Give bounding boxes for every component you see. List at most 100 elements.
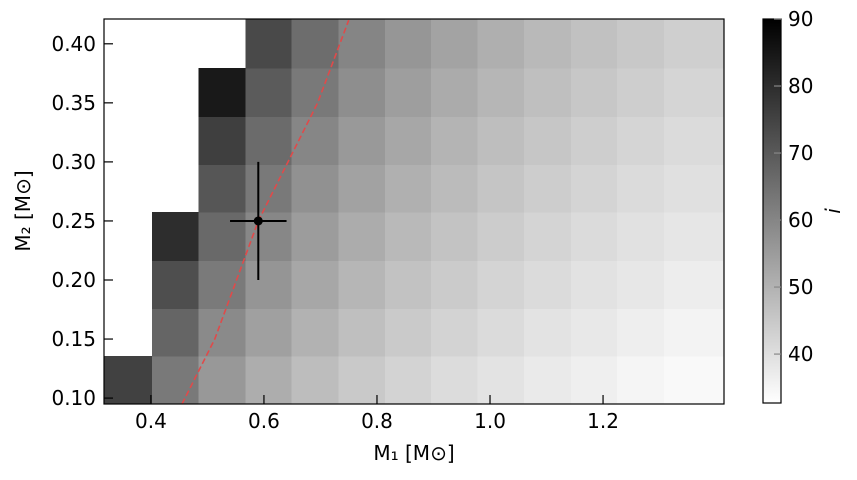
heatmap-cell [384,308,432,357]
colorbar [762,18,782,404]
heatmap-cell [617,356,665,405]
heatmap-cell [338,116,386,165]
heatmap-cell [570,68,618,117]
heatmap-cell [338,356,386,405]
heatmap-cell [570,356,618,405]
heatmap-cell [570,260,618,309]
y-tick-label: 0.40 [51,32,96,56]
heatmap-cell [338,19,386,69]
heatmap-cell [570,308,618,357]
heatmap-cell [570,164,618,213]
heatmap-cell [245,116,293,165]
heatmap-cell [198,260,246,309]
y-tick-label: 0.20 [51,268,96,292]
heatmap-cell [617,164,665,213]
heatmap-cell [524,212,572,262]
heatmap-cell [431,356,479,405]
y-axis-label: M₂ [M⊙] [11,170,35,251]
heatmap-cell [338,68,386,117]
plot-frame [103,18,725,405]
heatmap-cell [291,308,339,357]
heatmap-cell [198,212,246,262]
heatmap-cell [291,68,339,117]
heatmap-cell [617,308,665,357]
heatmap-cell [198,164,246,213]
y-tick-label: 0.35 [51,91,96,115]
heatmap-cell [152,212,200,262]
heatmap-cell [663,260,725,309]
x-tick-label: 1.2 [587,409,619,433]
heatmap-cell [338,260,386,309]
heatmap-cell [384,356,432,405]
heatmap-cell [104,356,153,405]
heatmap-cell [245,356,293,405]
heatmap-cell [477,116,525,165]
heatmap-cell [663,116,725,165]
heatmap-cell [431,212,479,262]
heatmap-cell [198,116,246,165]
heatmap-cell [291,356,339,405]
heatmap-cell [663,164,725,213]
heatmap-cell [663,308,725,357]
heatmap-cell [291,19,339,69]
heatmap-cell [663,68,725,117]
y-tick-label: 0.30 [51,150,96,174]
heatmap-cell [384,68,432,117]
heatmap-cell [570,212,618,262]
colorbar-label: i [821,208,845,214]
heatmap-cell [524,260,572,309]
colorbar-tick-label: 70 [788,141,813,165]
heatmap-cell [338,164,386,213]
heatmap-cell [384,164,432,213]
heatmap-cell [617,68,665,117]
heatmap-cell [245,68,293,117]
heatmap-cell [477,68,525,117]
heatmap-cell [152,260,200,309]
y-tick-label: 0.15 [51,327,96,351]
heatmap-cell [291,260,339,309]
heatmap-cell [617,260,665,309]
heatmap-cell [198,308,246,357]
heatmap-cell [384,260,432,309]
x-tick-label: 0.4 [135,409,167,433]
data-point [253,216,263,226]
heatmap-cell [477,164,525,213]
heatmap-cell [617,19,665,69]
heatmap-cell [431,164,479,213]
heatmap-cell [245,164,293,213]
y-tick-label: 0.10 [51,386,96,410]
heatmap-cell [245,19,293,69]
heatmap-cell [663,356,725,405]
x-tick-label: 0.8 [361,409,393,433]
x-tick-label: 0.6 [248,409,280,433]
heatmap-cell [291,212,339,262]
heatmap-cell [431,308,479,357]
heatmap-cell [431,19,479,69]
heatmap-cell [477,356,525,405]
heatmap-cell [663,212,725,262]
heatmap-cell [617,116,665,165]
y-tick-label: 0.25 [51,209,96,233]
heatmap-cell [477,308,525,357]
heatmap-cell [152,308,200,357]
heatmap-cell [570,19,618,69]
heatmap-cell [431,260,479,309]
heatmap-cell [524,308,572,357]
heatmap-cell [617,212,665,262]
heatmap-cell [198,356,246,405]
heatmap-cell [477,19,525,69]
heatmap-cell [477,260,525,309]
x-axis-label: M₁ [M⊙] [373,441,454,465]
heatmap-cell [198,68,246,117]
colorbar-tick-label: 50 [788,275,813,299]
heatmap-cell [524,356,572,405]
heatmap-cell [524,164,572,213]
colorbar-tick-label: 90 [788,7,813,31]
heatmap-cell [431,68,479,117]
heatmap-cell [338,212,386,262]
heatmap-cell [245,308,293,357]
heatmap-cell [338,308,386,357]
heatmap-cell [384,212,432,262]
heatmap-cell [524,116,572,165]
